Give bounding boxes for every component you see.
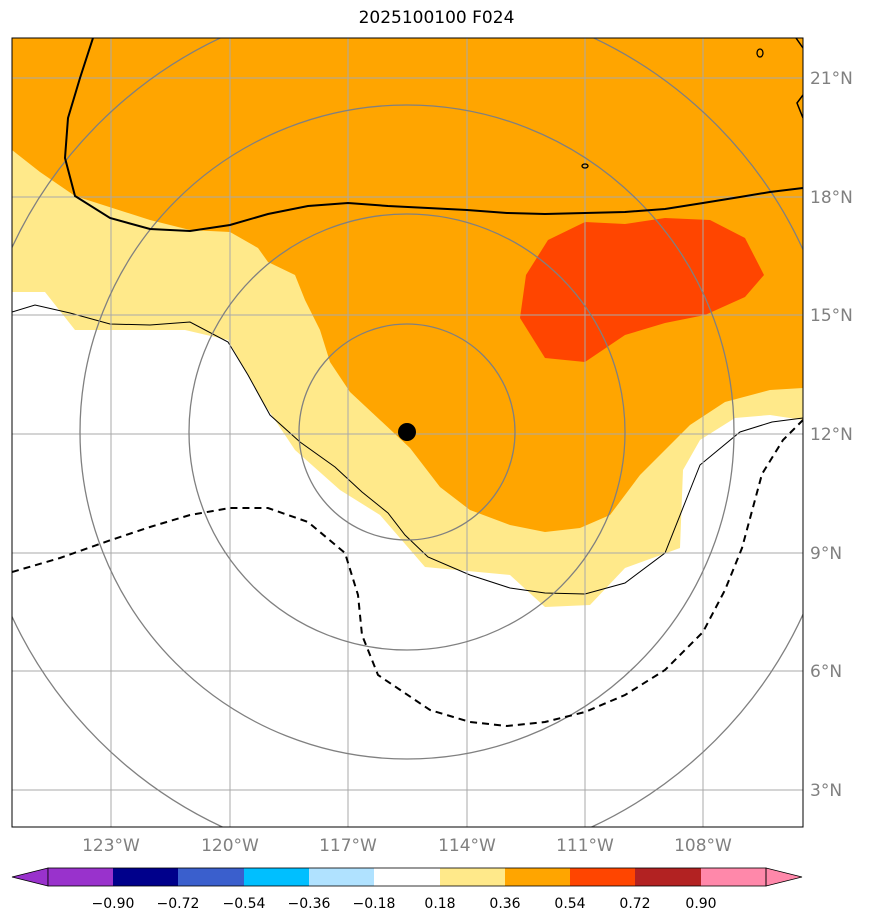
colorbar-tick-label: 0.54 xyxy=(554,896,585,912)
contour-small-1 xyxy=(756,48,764,58)
map-frame xyxy=(11,37,804,828)
lat-labels: 21°N 18°N 15°N 12°N 9°N 6°N 3°N xyxy=(810,69,853,801)
storm-center-marker xyxy=(398,423,416,441)
lon-label: 117°W xyxy=(319,836,377,856)
contour-solid xyxy=(63,38,803,233)
colorbar-cell xyxy=(570,868,635,886)
colorbar-tick-label: 0.90 xyxy=(685,896,716,912)
colorbar-tick-label: −0.90 xyxy=(92,896,135,912)
shade-band-036-054 xyxy=(12,38,803,532)
colorbar-extend-max xyxy=(765,867,803,887)
colorbar-tick-label: −0.18 xyxy=(353,896,396,912)
map-area xyxy=(12,38,803,827)
colorbar: −0.90 −0.72 −0.54 −0.36 −0.18 0.18 0.36 … xyxy=(11,867,803,912)
colorbar-cell xyxy=(440,868,505,886)
colorbar-tick-label: −0.72 xyxy=(157,896,200,912)
lat-label: 12°N xyxy=(810,425,853,445)
colorbar-cell xyxy=(178,868,244,886)
lat-label: 3°N xyxy=(810,781,842,801)
colorbar-cell xyxy=(309,868,374,886)
colorbar-tick-label: 0.36 xyxy=(489,896,520,912)
lat-label: 15°N xyxy=(810,306,853,326)
colorbar-tick-label: −0.54 xyxy=(223,896,266,912)
colorbar-cell xyxy=(113,868,178,886)
colorbar-tick-label: 0.18 xyxy=(424,896,455,912)
range-rings xyxy=(12,38,803,827)
lon-label: 120°W xyxy=(201,836,259,856)
lon-labels: 123°W 120°W 117°W 114°W 111°W 108°W xyxy=(82,836,732,856)
colorbar-tick-label: 0.72 xyxy=(619,896,650,912)
contour-dashed xyxy=(12,419,803,728)
lon-label: 114°W xyxy=(438,836,496,856)
colorbar-cells xyxy=(48,868,766,886)
colorbar-extend-min xyxy=(11,867,49,887)
colorbar-cell xyxy=(701,868,766,886)
lon-label: 111°W xyxy=(556,836,614,856)
colorbar-cell xyxy=(374,868,440,886)
colorbar-frame xyxy=(47,867,767,887)
lat-label: 9°N xyxy=(810,544,842,564)
contour-edge-ne xyxy=(795,38,803,119)
lon-label: 108°W xyxy=(674,836,732,856)
map-title: 2025100100 F024 xyxy=(358,8,515,28)
colorbar-cell xyxy=(48,868,113,886)
contour-small-2 xyxy=(581,163,589,169)
lat-label: 21°N xyxy=(810,69,853,89)
colorbar-cell xyxy=(635,868,701,886)
colorbar-cell xyxy=(244,868,309,886)
lat-label: 18°N xyxy=(810,188,853,208)
graticule xyxy=(12,38,803,827)
colorbar-cell xyxy=(505,868,570,886)
colorbar-tick-label: −0.36 xyxy=(288,896,331,912)
lat-label: 6°N xyxy=(810,662,842,682)
lon-label: 123°W xyxy=(82,836,140,856)
